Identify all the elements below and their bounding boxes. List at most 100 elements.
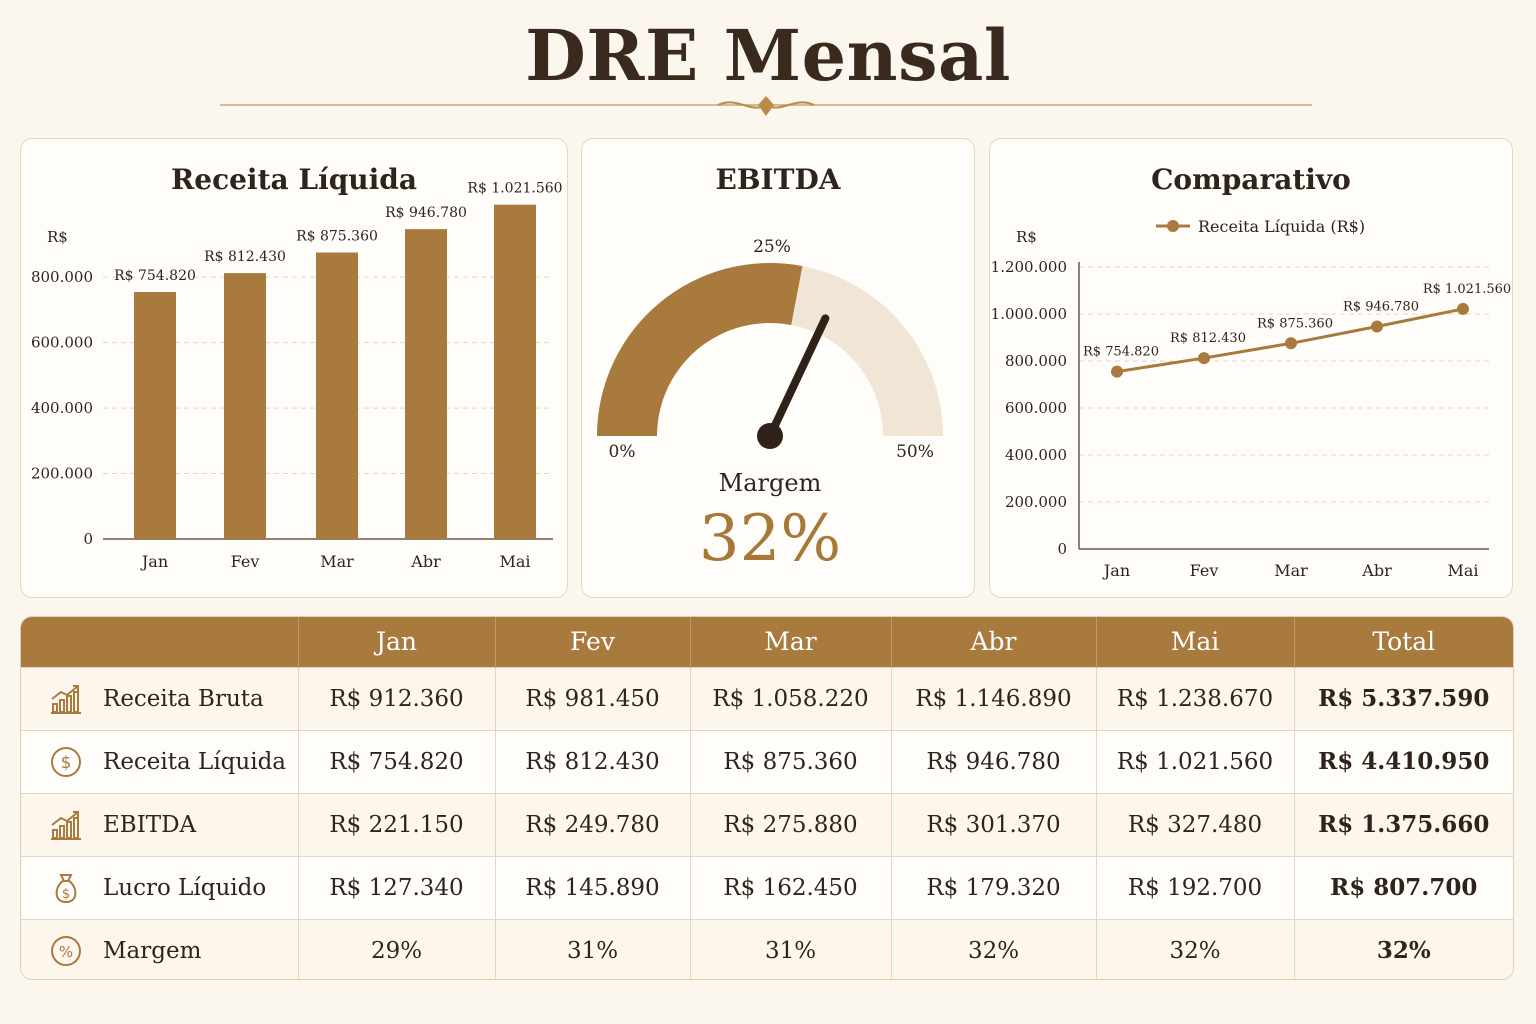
gauge-title: EBITDA xyxy=(715,163,841,196)
line-x-tick-label: Mar xyxy=(1274,561,1308,580)
gauge-card: EBITDA 0% 25% 50% Margem 32% xyxy=(581,138,975,598)
line-chart-card: Comparativo R$ Receita Líquida (R$) 0 200.0… xyxy=(989,138,1513,598)
line-data-label: R$ 1.021.560 xyxy=(1423,282,1511,297)
line-y-tick-label: 800.000 xyxy=(1005,352,1067,370)
bar-chart-title: Receita Líquida xyxy=(170,163,418,196)
dollar-coin-icon: $ xyxy=(49,745,83,779)
table-header-row: Jan Fev Mar Abr Mai Total xyxy=(21,617,1513,667)
percent-icon: % xyxy=(49,934,83,968)
legend-marker xyxy=(1167,220,1179,232)
table-header-blank xyxy=(21,617,299,667)
bar-x-tick-label: Mar xyxy=(320,552,354,571)
line-x-tick-label: Mai xyxy=(1447,561,1478,580)
value-cell: R$ 1.238.670 xyxy=(1096,666,1295,730)
line-x-tick-label: Fev xyxy=(1190,561,1219,580)
total-cell: R$ 4.410.950 xyxy=(1294,729,1513,793)
table-row: $ Lucro Líquido R$ 127.340 R$ 145.890 R$ 162… xyxy=(21,855,1513,919)
bar-chart-icon xyxy=(49,808,83,842)
page-title: DRE Mensal xyxy=(525,14,1011,97)
bar-data-label: R$ 812.430 xyxy=(204,249,286,265)
dre-table: Jan Fev Mar Abr Mai Total Receita Bruta R$ 912… xyxy=(20,616,1514,980)
bar-y-tick-label: 400.000 xyxy=(31,399,93,417)
svg-text:$: $ xyxy=(61,753,72,773)
bar-y-unit: R$ xyxy=(47,228,68,246)
gauge-tick-min: 0% xyxy=(609,442,636,462)
line-data-label: R$ 812.430 xyxy=(1170,331,1246,346)
gauge-label: Margem xyxy=(719,469,822,497)
line-y-unit: R$ xyxy=(1016,228,1037,246)
line-point-mai xyxy=(1457,302,1469,315)
bar-chart-icon xyxy=(49,682,83,716)
row-label-cell: EBITDA xyxy=(21,792,299,856)
bar-x-tick-label: Fev xyxy=(231,552,260,571)
title-divider xyxy=(220,96,1312,116)
value-cell: 29% xyxy=(298,918,496,979)
line-chart: R$ Receita Líquida (R$) 0 200.000 400.000 600… xyxy=(991,217,1512,580)
bar-mai xyxy=(494,204,536,539)
value-cell: R$ 754.820 xyxy=(298,729,496,793)
line-data-label: R$ 875.360 xyxy=(1257,316,1333,331)
line-point-fev xyxy=(1198,352,1210,365)
table-row: % Margem 29% 31% 31% 32% 32% 32% xyxy=(21,918,1513,979)
line-point-jan xyxy=(1111,365,1123,378)
value-cell: R$ 192.700 xyxy=(1096,855,1295,919)
bar-x-tick-label: Jan xyxy=(140,552,168,571)
bar-y-tick-label: 800.000 xyxy=(31,268,93,286)
bar-chart: R$ 0 200.000 400.000 600.000 800.000 R$ 754.82… xyxy=(31,181,563,571)
table-header-total: Total xyxy=(1294,617,1513,667)
bar-data-label: R$ 946.780 xyxy=(385,205,467,221)
total-cell: R$ 5.337.590 xyxy=(1294,666,1513,730)
row-label: EBITDA xyxy=(103,811,197,838)
total-cell: R$ 807.700 xyxy=(1294,855,1513,919)
row-label: Margem xyxy=(103,937,202,964)
value-cell: R$ 301.370 xyxy=(891,792,1097,856)
bar-y-tick-label: 200.000 xyxy=(31,465,93,483)
value-cell: R$ 249.780 xyxy=(495,792,691,856)
svg-text:$: $ xyxy=(62,887,70,902)
bar-fev xyxy=(224,273,266,539)
value-cell: R$ 145.890 xyxy=(495,855,691,919)
line-y-tick-label: 200.000 xyxy=(1005,493,1067,511)
line-y-tick-label: 400.000 xyxy=(1005,446,1067,464)
value-cell: R$ 1.058.220 xyxy=(690,666,892,730)
table-header-mar: Mar xyxy=(690,617,892,667)
table-header-jan: Jan xyxy=(298,617,496,667)
value-cell: 32% xyxy=(891,918,1097,979)
line-chart-title: Comparativo xyxy=(1151,163,1351,196)
value-cell: R$ 912.360 xyxy=(298,666,496,730)
line-data-label: R$ 754.820 xyxy=(1083,345,1159,360)
bar-jan xyxy=(134,291,176,539)
line-y-tick-label: 1.200.000 xyxy=(991,258,1067,276)
row-label-cell: $ Receita Líquida xyxy=(21,729,299,793)
line-y-tick-label: 600.000 xyxy=(1005,399,1067,417)
line-point-abr xyxy=(1371,320,1383,333)
value-cell: R$ 812.430 xyxy=(495,729,691,793)
bar-mar xyxy=(316,252,358,539)
bar-y-tick-label: 0 xyxy=(83,530,93,548)
line-data-label: R$ 946.780 xyxy=(1343,300,1419,315)
table-header-abr: Abr xyxy=(891,617,1097,667)
total-cell: 32% xyxy=(1294,918,1513,979)
value-cell: R$ 1.146.890 xyxy=(891,666,1097,730)
gauge-needle xyxy=(766,314,830,440)
table-row: $ Receita Líquida R$ 754.820 R$ 812.430 R$ 8… xyxy=(21,729,1513,793)
row-label-cell: $ Lucro Líquido xyxy=(21,855,299,919)
value-cell: R$ 981.450 xyxy=(495,666,691,730)
table-row: Receita Bruta R$ 912.360 R$ 981.450 R$ 1.05… xyxy=(21,666,1513,730)
bar-x-tick-label: Mai xyxy=(499,552,530,571)
value-cell: R$ 946.780 xyxy=(891,729,1097,793)
line-y-tick-label: 0 xyxy=(1057,540,1067,558)
row-label: Receita Bruta xyxy=(103,685,264,712)
value-cell: R$ 162.450 xyxy=(690,855,892,919)
gauge-tick-max: 50% xyxy=(896,442,934,462)
row-label-cell: Receita Bruta xyxy=(21,666,299,730)
row-label-cell: % Margem xyxy=(21,918,299,979)
row-label: Receita Líquida xyxy=(103,748,287,775)
gauge-value: 32% xyxy=(699,502,841,576)
value-cell: 32% xyxy=(1096,918,1295,979)
value-cell: R$ 221.150 xyxy=(298,792,496,856)
gauge-hub xyxy=(757,423,783,449)
table-header-fev: Fev xyxy=(495,617,691,667)
value-cell: R$ 327.480 xyxy=(1096,792,1295,856)
money-bag-icon: $ xyxy=(49,871,83,905)
